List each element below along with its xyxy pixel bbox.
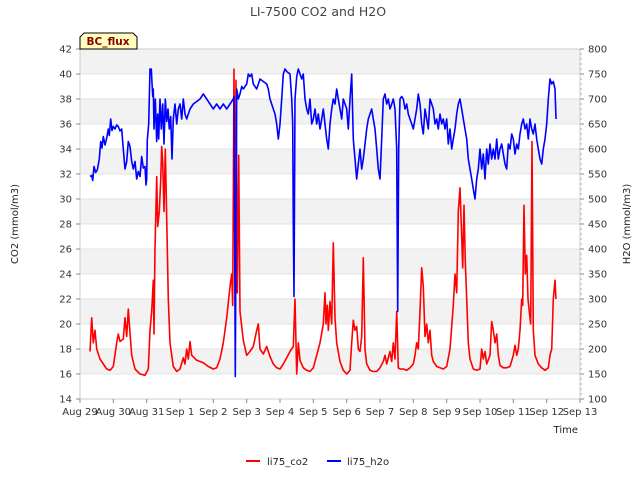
y-left-tick-label: 22	[59, 295, 72, 306]
x-tick-label: Sep 1	[166, 407, 194, 418]
y-left-tick-label: 38	[59, 95, 72, 106]
y-right-tick-label: 650	[588, 120, 607, 131]
y-left-tick-label: 28	[59, 220, 72, 231]
legend-item-h2o: li75_h2o	[327, 457, 389, 468]
x-tick-label: Sep 3	[232, 407, 260, 418]
y-left-tick-label: 20	[59, 320, 72, 331]
y-left-tick-label: 32	[59, 170, 72, 181]
flux-badge: BC_flux	[79, 32, 138, 50]
y-left-tick-label: 42	[59, 45, 72, 56]
series-lines	[89, 68, 557, 378]
x-tick-label: Sep 11	[496, 407, 531, 418]
legend-label-h2o: li75_h2o	[347, 457, 389, 468]
y-right-tick-label: 450	[588, 220, 607, 231]
x-tick-label: Sep 10	[463, 407, 498, 418]
x-tick-label: Sep 2	[199, 407, 227, 418]
y-right-tick-label: 100	[588, 395, 607, 406]
y-left-tick-label: 18	[59, 345, 72, 356]
y-right-tick-label: 250	[588, 320, 607, 331]
x-axis-label: Time	[553, 425, 578, 436]
y-right-tick-label: 800	[588, 45, 607, 56]
y-left-tick-label: 40	[59, 70, 72, 81]
y-left-tick-label: 30	[59, 195, 72, 206]
legend: li75_co2 li75_h2o	[246, 457, 389, 468]
background-band	[80, 349, 580, 374]
x-tick-label: Aug 29	[62, 407, 97, 418]
y-axis-right-label: H2O (mmol/m3)	[622, 184, 633, 265]
legend-label-co2: li75_co2	[267, 457, 308, 468]
y-right-tick-label: 150	[588, 370, 607, 381]
y-left-tick-label: 36	[59, 120, 72, 131]
left-axis: 14 16 18 20 22 24 26 28 30 32 34 36 38 40 42	[59, 45, 80, 406]
x-tick-label: Aug 31	[129, 407, 164, 418]
y-left-tick-label: 16	[59, 370, 72, 381]
x-tick-label: Sep 9	[432, 407, 460, 418]
y-axis-left-label: CO2 (mmol/m3)	[10, 184, 21, 264]
x-tick-label: Sep 12	[529, 407, 564, 418]
badge-shape	[79, 32, 138, 50]
y-right-tick-label: 200	[588, 345, 607, 356]
x-tick-label: Sep 7	[366, 407, 394, 418]
y-left-tick-label: 14	[59, 395, 72, 406]
x-tick-label: Sep 8	[399, 407, 427, 418]
y-right-tick-label: 700	[588, 95, 607, 106]
y-left-tick-label: 24	[59, 270, 72, 281]
x-tick-label: Sep 5	[299, 407, 327, 418]
badge-label: BC_flux	[87, 36, 130, 48]
right-axis: 100 150 200 250 300 350 400 450 500 550 600 650 700 7…	[580, 45, 607, 406]
x-tick-label: Sep 13	[563, 407, 598, 418]
y-right-tick-label: 550	[588, 170, 607, 181]
series-line-li75_h2o	[89, 68, 557, 378]
y-right-tick-label: 500	[588, 195, 607, 206]
y-right-tick-label: 350	[588, 270, 607, 281]
x-tick-label: Aug 30	[96, 407, 131, 418]
x-tick-label: Sep 6	[332, 407, 360, 418]
chart-title: LI-7500 CO2 and H2O	[250, 4, 386, 19]
background-band	[80, 49, 580, 74]
y-right-tick-label: 300	[588, 295, 607, 306]
x-tick-label: Sep 4	[266, 407, 294, 418]
y-right-tick-label: 750	[588, 70, 607, 81]
y-left-tick-label: 34	[59, 145, 72, 156]
series-line-li75_co2	[89, 68, 557, 377]
y-right-tick-label: 600	[588, 145, 607, 156]
background-bands	[80, 49, 580, 374]
y-right-tick-label: 400	[588, 245, 607, 256]
background-band	[80, 249, 580, 274]
legend-item-co2: li75_co2	[246, 457, 308, 468]
y-left-tick-label: 26	[59, 245, 72, 256]
